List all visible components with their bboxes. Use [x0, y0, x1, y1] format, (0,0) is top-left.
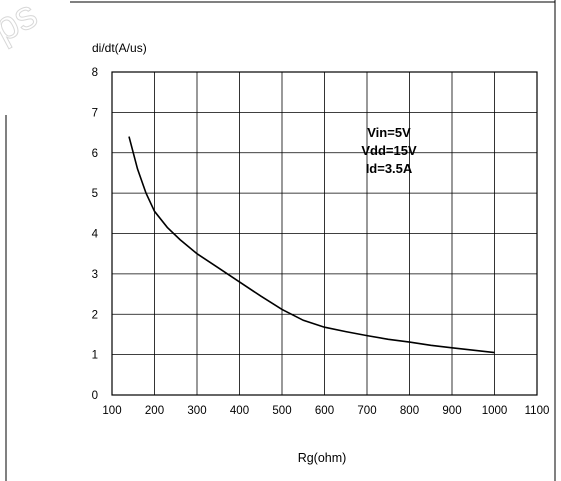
conditions-annotation: Vin=5V Vdd=15V Id=3.5A: [361, 125, 417, 176]
x-tick-label: 200: [145, 405, 164, 417]
annotation-line-vdd: Vdd=15V: [361, 143, 417, 158]
x-tick-label: 1100: [525, 405, 550, 417]
y-tick-label: 4: [92, 229, 99, 241]
x-tick-labels: 100 200 300 400 500 600 700 800 900 1000 1100: [102, 405, 549, 417]
x-tick-label: 800: [400, 405, 419, 417]
y-tick-label: 5: [92, 188, 98, 200]
y-tick-label: 3: [92, 269, 98, 281]
x-tick-label: 300: [187, 405, 206, 417]
y-tick-label: 0: [92, 390, 98, 402]
y-axis-label: di/dt(A/us): [92, 41, 147, 55]
x-axis-label: Rg(ohm): [298, 451, 347, 465]
y-tick-label: 8: [92, 67, 98, 79]
x-tick-label: 600: [315, 405, 334, 417]
watermark: ps: [0, 0, 44, 51]
y-tick-label: 7: [92, 107, 98, 119]
y-tick-labels: 0 1 2 3 4 5 6 7 8: [92, 67, 99, 402]
x-tick-label: 500: [272, 405, 291, 417]
y-tick-label: 6: [92, 148, 98, 160]
y-tick-label: 1: [92, 350, 98, 362]
x-tick-label: 700: [357, 405, 376, 417]
x-tick-label: 1000: [482, 405, 508, 417]
x-tick-label: 900: [442, 405, 461, 417]
annotation-line-id: Id=3.5A: [366, 161, 413, 176]
plot-area-border: [111, 71, 538, 396]
y-tick-label: 2: [92, 309, 98, 321]
annotation-line-vin: Vin=5V: [367, 125, 411, 140]
x-tick-label: 100: [102, 405, 121, 417]
series-line: [128, 136, 495, 354]
grid: [111, 71, 538, 396]
x-tick-label: 400: [230, 405, 249, 417]
